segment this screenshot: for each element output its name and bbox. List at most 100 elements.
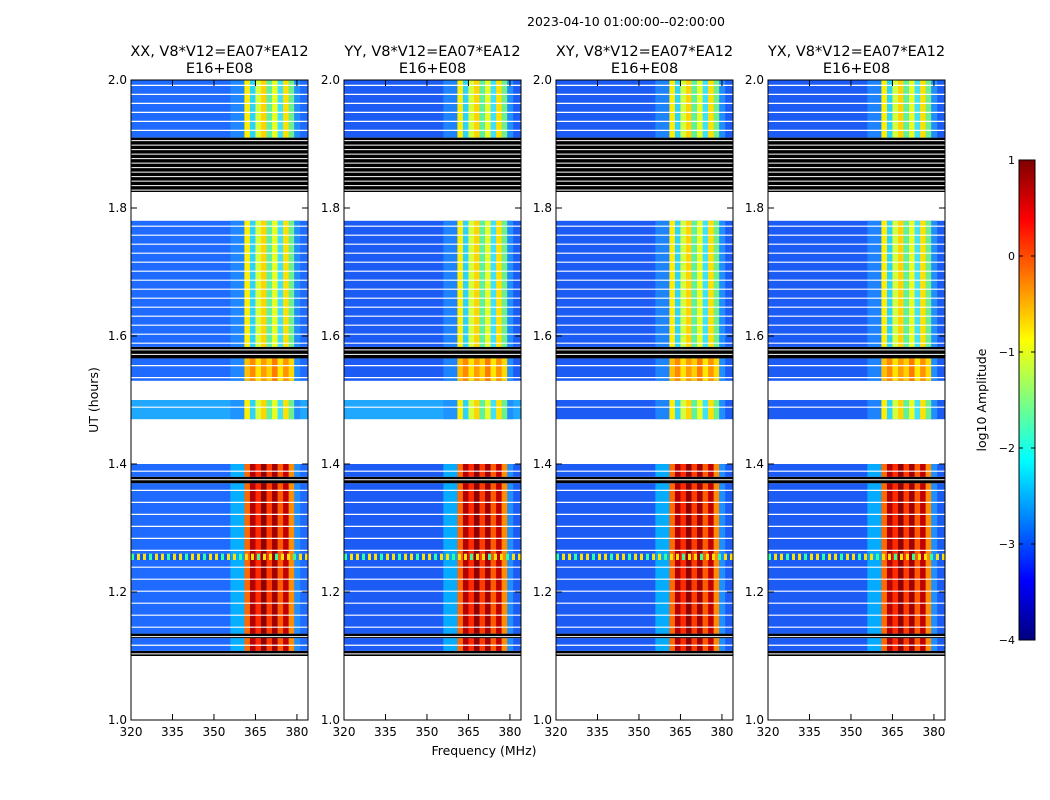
time-segment — [131, 638, 308, 651]
panel-xx: 1.0 1.2 1.4 1.6 1.8 2.0 320 335 350 365 380 XX, V8*… — [108, 44, 309, 739]
plot-frame — [130, 79, 309, 721]
time-segment — [344, 220, 521, 347]
y-tick-label: 1.0 — [321, 713, 340, 727]
time-segment — [131, 80, 308, 138]
colorbar-tick-label: 0 — [1008, 250, 1015, 263]
y-axis-label: UT (hours) — [86, 367, 101, 433]
colorbar-tick-label: −4 — [999, 634, 1015, 647]
time-segment — [556, 476, 733, 484]
y-tick-label: 1.2 — [108, 585, 127, 599]
y-tick-label: 2.0 — [321, 73, 340, 87]
time-segment — [768, 358, 945, 381]
y-tick-label: 1.4 — [321, 457, 340, 471]
time-segment — [131, 346, 308, 359]
x-tick-label: 320 — [757, 725, 780, 739]
time-segment — [768, 560, 945, 634]
time-segment — [344, 358, 521, 381]
y-tick-label: 1.0 — [108, 713, 127, 727]
y-tick-label: 2.0 — [108, 73, 127, 87]
y-tick-label: 1.6 — [533, 329, 552, 343]
time-segment — [131, 464, 308, 477]
x-tick-label: 350 — [628, 725, 651, 739]
time-segment — [344, 346, 521, 359]
time-segment — [768, 80, 945, 138]
x-tick-label: 380 — [710, 725, 733, 739]
y-tick-label: 1.6 — [321, 329, 340, 343]
time-segment — [768, 476, 945, 484]
y-tick-label: 2.0 — [745, 73, 764, 87]
x-tick-label: 335 — [586, 725, 609, 739]
plot-frame — [555, 79, 734, 721]
time-segment — [768, 638, 945, 651]
plot-frame — [343, 79, 522, 721]
x-axis-label: Frequency (MHz) — [431, 743, 536, 758]
time-segment — [768, 400, 945, 420]
x-tick-label: 320 — [333, 725, 356, 739]
panel-xy: 1.0 1.2 1.4 1.6 1.8 2.0 320 335 350 365 380 XY, V8*… — [533, 44, 734, 739]
y-tick-label: 1.2 — [745, 585, 764, 599]
x-tick-label: 365 — [244, 725, 267, 739]
y-tick-label: 1.0 — [745, 713, 764, 727]
x-tick-label: 320 — [545, 725, 568, 739]
time-segment — [556, 400, 733, 420]
time-segment — [344, 553, 521, 560]
y-tick-label: 1.4 — [533, 457, 552, 471]
y-tick-label: 1.4 — [108, 457, 127, 471]
plot-frame — [767, 79, 946, 721]
panel-title: YY, V8*V12=EA07*EA12 — [343, 44, 520, 60]
time-segment — [768, 483, 945, 554]
time-segment — [344, 400, 521, 420]
time-segment — [556, 553, 733, 560]
y-tick-label: 1.4 — [745, 457, 764, 471]
y-tick-label: 1.6 — [108, 329, 127, 343]
x-tick-label: 365 — [881, 725, 904, 739]
time-segment — [556, 560, 733, 634]
x-tick-label: 380 — [285, 725, 308, 739]
panel-subtitle: E16+E08 — [611, 61, 678, 77]
y-tick-label: 1.8 — [745, 201, 764, 215]
panel-yx: 1.0 1.2 1.4 1.6 1.8 2.0 320 335 350 365 380 YX, V8*… — [745, 44, 946, 739]
panel-subtitle: E16+E08 — [823, 61, 890, 77]
time-segment — [131, 633, 308, 639]
panel-title: YX, V8*V12=EA07*EA12 — [767, 44, 945, 60]
time-segment — [556, 483, 733, 554]
colorbar-gradient — [1018, 159, 1036, 641]
y-tick-label: 1.8 — [108, 201, 127, 215]
x-tick-label: 350 — [203, 725, 226, 739]
time-segment — [344, 633, 521, 639]
time-segment — [768, 137, 945, 192]
time-segment — [768, 346, 945, 359]
y-tick-label: 1.2 — [533, 585, 552, 599]
y-tick-label: 1.2 — [321, 585, 340, 599]
time-segment — [768, 650, 945, 656]
x-tick-label: 335 — [161, 725, 184, 739]
time-segment — [556, 638, 733, 651]
time-segment — [344, 638, 521, 651]
time-segment — [131, 483, 308, 554]
colorbar-tick-label: −2 — [999, 442, 1015, 455]
colorbar-tick-label: −3 — [999, 538, 1015, 551]
time-segment — [768, 633, 945, 639]
figure-suptitle: 2023-04-10 01:00:00--02:00:00 — [527, 14, 725, 29]
colorbar-label: log10 Amplitude — [974, 348, 989, 451]
x-tick-label: 380 — [922, 725, 945, 739]
time-segment — [556, 464, 733, 477]
time-segment — [556, 137, 733, 192]
time-segment — [344, 464, 521, 477]
time-segment — [344, 650, 521, 656]
time-segment — [556, 650, 733, 656]
time-segment — [768, 220, 945, 347]
time-segment — [131, 220, 308, 347]
time-segment — [768, 553, 945, 560]
panel-yy: 1.0 1.2 1.4 1.6 1.8 2.0 320 335 350 365 380 YY, V8*… — [321, 44, 522, 739]
time-segment — [556, 220, 733, 347]
panel-subtitle: E16+E08 — [186, 61, 253, 77]
x-tick-label: 335 — [798, 725, 821, 739]
y-tick-label: 1.8 — [533, 201, 552, 215]
time-segment — [131, 553, 308, 560]
time-segment — [131, 358, 308, 381]
panel-subtitle: E16+E08 — [399, 61, 466, 77]
panel-title: XX, V8*V12=EA07*EA12 — [130, 44, 308, 60]
colorbar-tick-label: 1 — [1008, 154, 1015, 167]
